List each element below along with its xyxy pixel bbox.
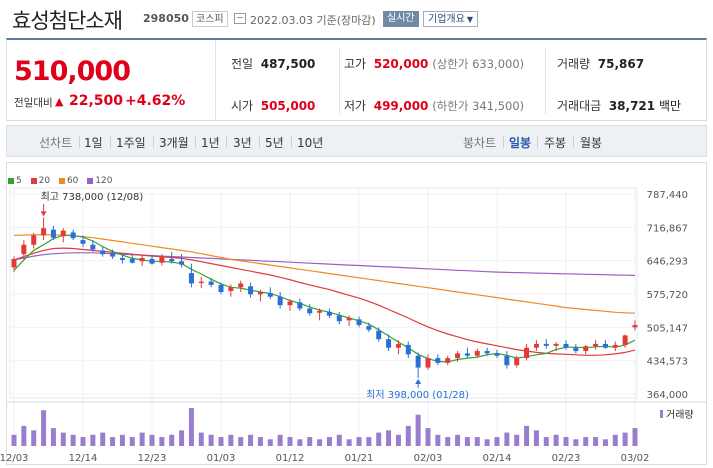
legend-label: 120 [95,176,113,186]
candle-chart-label[interactable]: 봉차트 [463,136,497,150]
divider [153,136,154,148]
realtime-button[interactable]: 실시간 [383,11,419,27]
legend-swatch [8,177,14,184]
divider [110,136,111,148]
prev-close-label: 전일 [231,57,254,71]
change-percent: +4.62% [125,93,186,109]
open-value: 505,000 [260,99,316,113]
lower-limit: (하한가 341,500) [432,99,525,113]
open-label: 시가 [231,99,254,113]
market-badge: 코스피 [192,11,228,27]
period-1w[interactable]: 1주일 [116,136,146,150]
candle-weekly[interactable]: 주봉 [544,136,567,150]
open-price: 시가 505,000 [231,97,315,114]
high-price: 고가 520,000 (상한가 633,000) [344,55,524,72]
divider [537,136,538,148]
period-5y[interactable]: 5년 [265,136,284,150]
company-info-label: 기업개요 [428,14,465,25]
legend-label: 20 [38,176,51,186]
prev-close-value: 487,500 [260,57,316,71]
divider [503,136,504,148]
low-value: 499,000 [373,99,429,113]
period-1d[interactable]: 1일 [84,136,103,150]
legend-label: 5 [16,176,22,186]
legend-ma60: 60 [58,176,79,186]
calendar-icon [234,13,246,24]
ma-legend: 5 20 60 120 [8,176,118,186]
divider [215,40,216,121]
candle-monthly[interactable]: 월봉 [580,136,603,150]
chart-toolbar: 선차트 1일 1주일 3개월 1년 3년 5년 10년 봉차트 일봉 주봉 월봉 [6,125,707,157]
chevron-down-icon: ▼ [466,15,473,24]
divider [79,136,80,148]
upper-limit: (상한가 633,000) [432,57,525,71]
volume-value: 75,867 [597,57,645,71]
company-name: 효성첨단소재 [12,9,123,33]
stock-code: 298050 [143,12,189,25]
change-label: 전일대비 [14,97,53,109]
candle-daily[interactable]: 일봉 [509,136,532,150]
company-info-dropdown[interactable]: 기업개요 ▼ [423,11,478,27]
period-3y[interactable]: 3년 [233,136,252,150]
amount-unit: 백만 [658,99,682,113]
up-arrow-icon: ▲ [55,95,64,108]
divider [226,136,227,148]
legend-ma20: 20 [30,176,51,186]
divider [195,136,196,148]
line-chart-label[interactable]: 선차트 [39,136,73,150]
divider [259,136,260,148]
legend-swatch [58,177,65,184]
volume-label: 거래량 [557,57,591,71]
volume: 거래량 75,867 [557,55,644,72]
legend-label: 60 [66,176,79,186]
change-value: 22,500 [69,93,124,109]
divider [573,136,574,148]
period-10y[interactable]: 10년 [297,136,324,150]
legend-ma120: 120 [87,176,112,186]
amount-value: 38,721 [608,99,656,113]
low-price: 저가 499,000 (하한가 341,500) [344,97,524,114]
divider [545,48,546,114]
amount-label: 거래대금 [557,99,602,113]
legend-swatch [87,177,94,184]
high-label: 고가 [344,57,367,71]
trading-amount: 거래대금 38,721 백만 [557,97,681,114]
date-text: 2022.03.03 기준(장마감) [250,14,376,27]
period-3m[interactable]: 3개월 [159,136,189,150]
legend-swatch [30,177,37,184]
legend-ma5: 5 [8,176,22,186]
chart-panel [6,162,707,465]
divider [339,48,340,114]
low-label: 저가 [344,99,367,113]
prev-close: 전일 487,500 [231,55,315,72]
divider [291,136,292,148]
current-price: 510,000 [14,56,131,87]
high-value: 520,000 [373,57,429,71]
period-1y[interactable]: 1년 [201,136,220,150]
price-summary: 510,000 전일대비 ▲ 22,500 +4.62% 전일 487,500 … [6,38,707,121]
title-bar: 효성첨단소재 298050 코스피 2022.03.03 기준(장마감) 실시간… [0,0,713,37]
